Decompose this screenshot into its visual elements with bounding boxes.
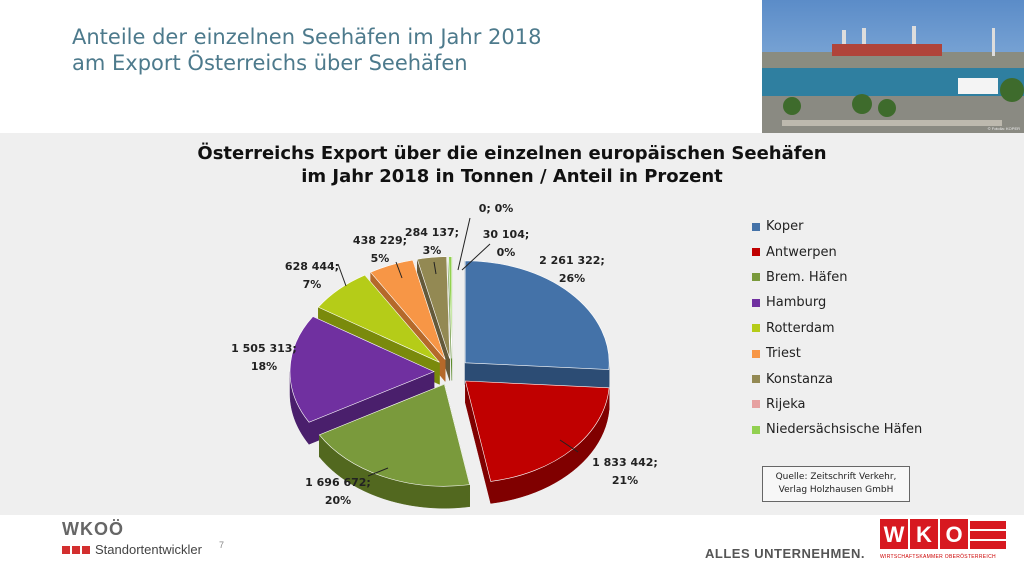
legend-label: Konstanza [766,371,833,387]
wkoo-logo-text: WKOÖ [62,519,124,539]
harbor-photo: © Fotolia: KOPER [762,0,1024,133]
wkoo-logo: WKOÖ Standortentwickler [62,519,202,561]
title-line-1: Anteile der einzelnen Seehäfen im Jahr 2… [72,25,542,49]
data-label-percent: 5% [371,252,390,265]
wko-logo: W K O [880,519,1008,563]
legend-item: Antwerpen [752,239,922,264]
data-label-value: 628 444; [285,260,339,273]
data-label-percent: 21% [612,474,638,487]
slide-footer [0,515,1024,576]
pie-slice [465,380,610,482]
data-label-percent: 3% [423,244,442,257]
legend-item: Rijeka [752,392,922,417]
legend-label: Niedersächsische Häfen [766,422,923,438]
data-label: 0; 0% [479,202,514,215]
data-label-percent: 26% [559,272,585,285]
pie-slice [464,260,610,370]
label-leader-line [367,467,389,477]
data-label-value: 30 104; [483,228,530,241]
pie-slice [416,256,451,359]
data-label-percent: 18% [251,360,277,373]
svg-text:K: K [916,522,932,547]
pie-slice [370,259,446,360]
pie-slice [318,383,471,487]
data-label-percent: 0% [497,246,516,259]
data-label-value: 1 505 313; [231,342,297,355]
footer-slogan: ALLES UNTERNEHMEN. [705,546,865,561]
legend-swatch [752,400,760,409]
title-line-2: am Export Österreichs über Seehäfen [72,51,468,75]
chart-legend: Koper Antwerpen Brem. Häfen Hamburg Rotterda… [752,214,922,443]
legend-label: Brem. Häfen [766,269,848,285]
legend-swatch [752,248,760,257]
source-box: Quelle: Zeitschrift Verkehr, Verlag Holz… [762,466,910,502]
svg-text:W: W [884,522,905,547]
legend-item: Triest [752,341,922,366]
data-label-percent: 20% [325,494,351,507]
legend-swatch [752,222,760,231]
label-leader-line [395,261,403,279]
source-line-1: Quelle: Zeitschrift Verkehr, [775,472,897,482]
label-leader-line [433,261,437,275]
pie-slice [317,274,440,363]
data-label-value: 438 229; [353,234,407,247]
legend-label: Koper [766,219,804,235]
legend-label: Hamburg [766,295,827,311]
label-leader-line [337,263,347,287]
legend-swatch [752,273,760,282]
wko-subtitle: WIRTSCHAFTSKAMMER OBERÖSTERREICH [880,554,996,560]
chart-title-line-1: Österreichs Export über die einzelnen eu… [197,143,827,164]
data-label-value: 284 137; [405,226,459,239]
data-label-value: 1 833 442; [592,456,658,469]
svg-text:O: O [945,522,962,547]
legend-item: Brem. Häfen [752,265,922,290]
legend-item: Hamburg [752,290,922,315]
slide-title: Anteile der einzelnen Seehäfen im Jahr 2… [72,24,541,76]
slide-header: Anteile der einzelnen Seehäfen im Jahr 2… [0,0,760,133]
pie-slice [289,316,435,423]
data-label-value: 2 261 322; [539,254,605,267]
legend-swatch [752,349,760,358]
legend-swatch [752,375,760,384]
data-label-value: 1 696 672; [305,476,371,489]
source-line-2: Verlag Holzhausen GmbH [778,485,894,495]
label-leader-line [559,439,579,453]
label-leader-line [461,243,491,271]
legend-label: Antwerpen [766,244,837,260]
data-label-percent: 7% [303,278,322,291]
legend-item: Niedersächsische Häfen [752,417,922,442]
photo-credit: © Fotolia: KOPER [987,126,1020,131]
legend-item: Koper [752,214,922,239]
legend-swatch [752,298,760,307]
legend-swatch [752,425,760,434]
chart-title: Österreichs Export über die einzelnen eu… [0,142,1024,188]
legend-label: Rotterdam [766,320,835,336]
chart-title-line-2: im Jahr 2018 in Tonnen / Anteil in Proze… [301,166,723,187]
page-number: 7 [219,540,225,550]
legend-swatch [752,324,760,333]
legend-item: Konstanza [752,366,922,391]
label-leader-line [457,217,471,271]
wkoo-subtitle: Standortentwickler [95,542,202,557]
legend-item: Rotterdam [752,316,922,341]
pie-slice [448,256,453,359]
legend-label: Triest [766,346,801,362]
legend-label: Rijeka [766,396,806,412]
